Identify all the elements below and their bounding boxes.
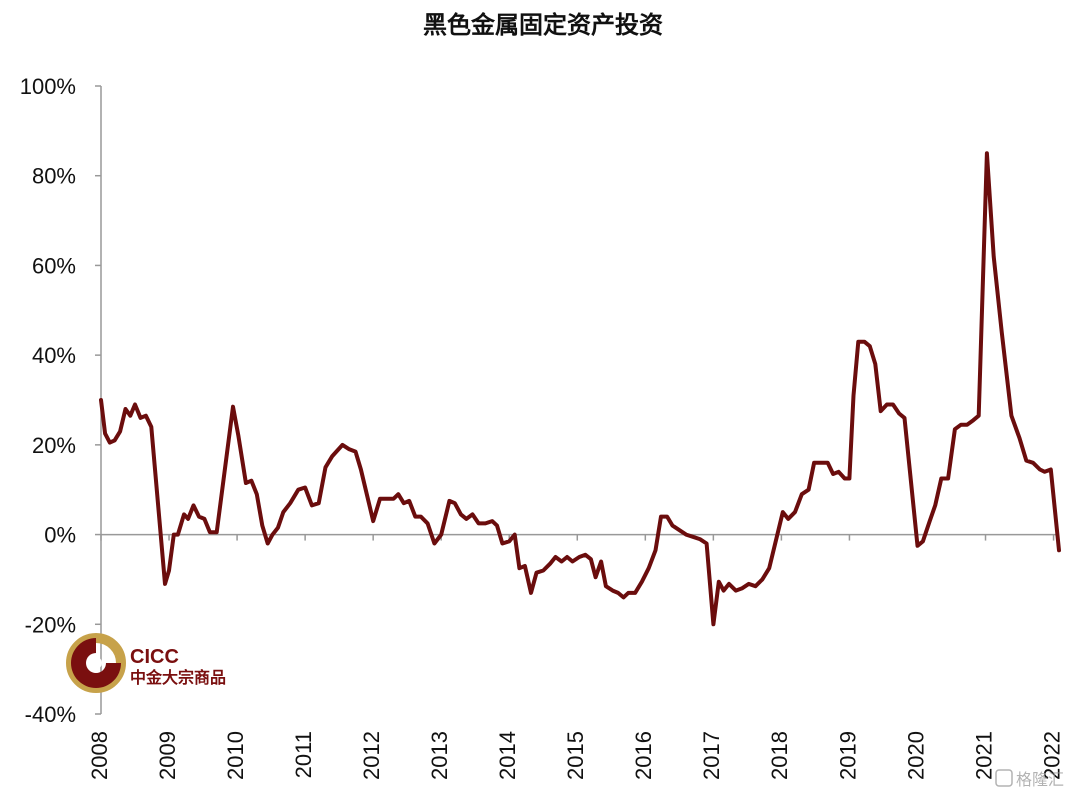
y-tick-label: -20% [25, 612, 76, 637]
y-tick-label: 20% [32, 433, 76, 458]
x-tick-label: 2018 [767, 731, 792, 780]
y-axis: 100% 80% 60% 40% 20% 0% -20% -40% [20, 74, 102, 727]
x-axis: 2008 2009 2010 2011 2012 2013 2014 2015 2016 2017… [87, 533, 1064, 780]
y-tick-label: 40% [32, 343, 76, 368]
x-tick-label: 2014 [495, 731, 520, 780]
x-tick-label: 2008 [87, 731, 112, 780]
x-tick-label: 2009 [155, 731, 180, 780]
x-tick-label: 2012 [359, 731, 384, 780]
series-line [99, 151, 1061, 627]
logo-center [90, 657, 102, 669]
cicc-logo: CICC 中金大宗商品 [66, 633, 226, 693]
logo-subtext: 中金大宗商品 [130, 668, 226, 687]
y-tick-label: 80% [32, 164, 76, 189]
watermark: 格隆汇 [995, 769, 1064, 789]
y-tick-label: -40% [25, 702, 76, 727]
watermark-text: 格隆汇 [1016, 770, 1064, 789]
plot-area [99, 151, 1061, 627]
x-tick-label: 2022 [1039, 731, 1064, 780]
chart-title: 黑色金属固定资产投资 [423, 11, 663, 39]
logo-text: CICC [130, 646, 179, 668]
logo-swirl [71, 638, 121, 688]
x-tick-label: 2015 [563, 731, 588, 780]
x-tick-label: 2017 [699, 731, 724, 780]
x-tick-label: 2010 [223, 731, 248, 780]
x-tick-label: 2019 [835, 731, 860, 780]
x-tick-label: 2016 [631, 731, 656, 780]
watermark-icon [995, 769, 1013, 787]
y-tick-label: 100% [20, 74, 76, 99]
y-tick-label: 60% [32, 253, 76, 278]
x-tick-label: 2020 [903, 731, 928, 780]
y-tick-label: 0% [44, 523, 76, 548]
x-tick-label: 2013 [427, 731, 452, 780]
x-tick-label: 2021 [971, 731, 996, 780]
x-tick-label: 2011 [291, 731, 316, 778]
